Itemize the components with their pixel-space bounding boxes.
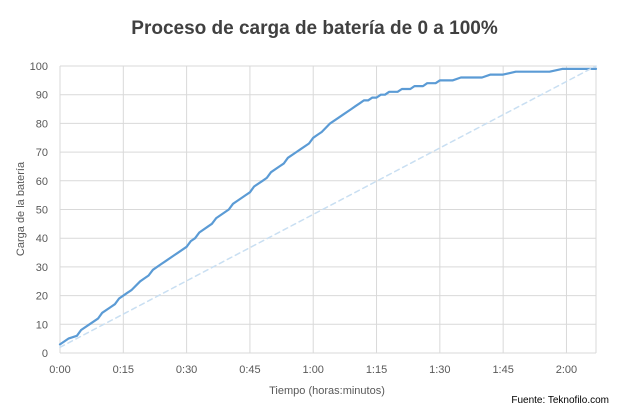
y-tick-label: 30 <box>36 262 48 274</box>
x-tick-label: 0:15 <box>113 364 134 376</box>
x-tick-label: 1:30 <box>429 364 450 376</box>
x-tick-label: 1:00 <box>303 364 324 376</box>
x-tick-labels: 0:00 0:15 0:30 0:45 1:00 1:15 1:30 1:45 2:00 <box>49 364 577 376</box>
y-tick-label: 0 <box>42 348 48 360</box>
y-tick-labels: 0 10 20 30 40 50 60 70 80 90 100 <box>30 61 48 360</box>
series-lines <box>58 65 598 349</box>
x-tick-label: 1:45 <box>492 364 513 376</box>
x-tick-label: 2:00 <box>556 364 577 376</box>
gridlines <box>59 65 597 354</box>
y-tick-label: 100 <box>30 61 48 73</box>
x-tick-label: 1:15 <box>366 364 387 376</box>
y-tick-label: 50 <box>36 205 48 217</box>
chart-title: Proceso de carga de batería de 0 a 100% <box>131 18 498 39</box>
x-tick-label: 0:00 <box>49 364 70 376</box>
y-tick-label: 90 <box>36 90 48 102</box>
y-tick-label: 10 <box>36 319 48 331</box>
y-tick-label: 80 <box>36 118 48 130</box>
y-axis-label: Carga de la batería <box>15 161 27 256</box>
charge-line <box>58 67 598 346</box>
y-tick-label: 20 <box>36 291 48 303</box>
y-tick-label: 70 <box>36 147 48 159</box>
y-tick-label: 60 <box>36 176 48 188</box>
x-tick-label: 0:45 <box>239 364 260 376</box>
x-axis-label: Tiempo (horas:minutos) <box>269 385 385 397</box>
reference-line <box>59 65 597 349</box>
y-tick-label: 40 <box>36 233 48 245</box>
source-note: Fuente: Teknofilo.com <box>511 395 609 406</box>
x-tick-label: 0:30 <box>176 364 197 376</box>
